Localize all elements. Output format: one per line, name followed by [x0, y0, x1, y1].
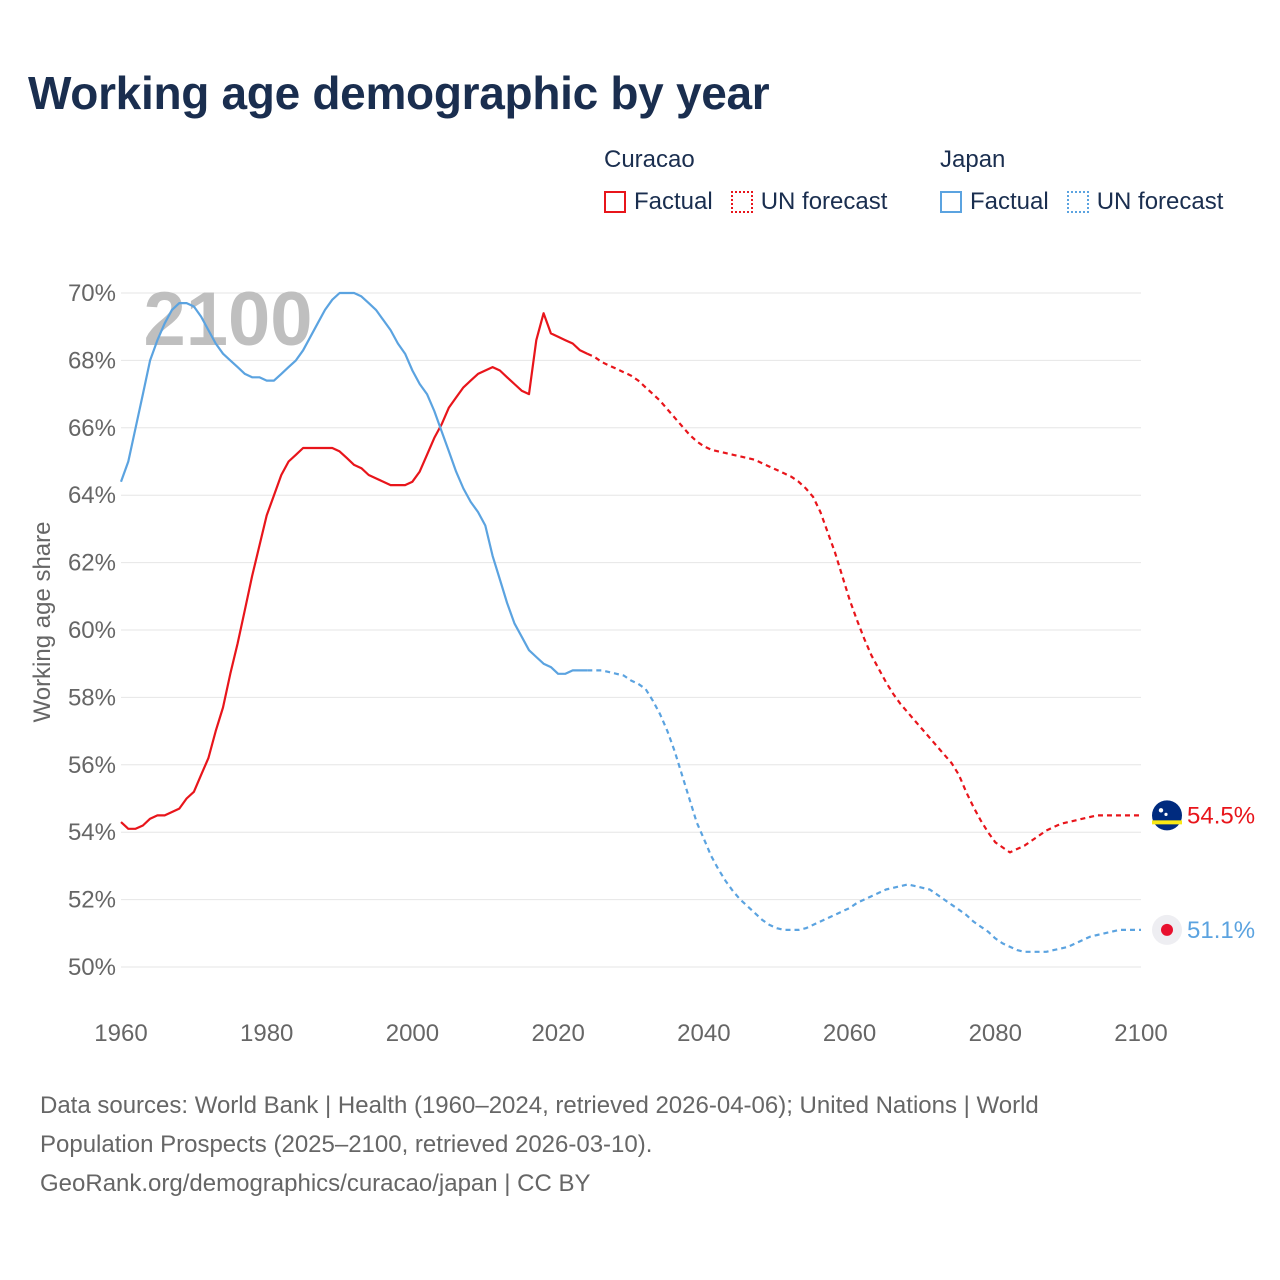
- legend-curacao-factual[interactable]: Factual: [604, 188, 713, 216]
- legend-swatch-solid-icon: [940, 191, 962, 213]
- legend-japan-label: Japan: [940, 146, 1006, 173]
- legend-swatch-solid-icon: [604, 191, 626, 213]
- legend-curacao: Curacao Factual UN forecast: [604, 146, 905, 216]
- legend-curacao-forecast-label: UN forecast: [760, 188, 888, 215]
- legend-swatch-dotted-icon: [730, 191, 753, 213]
- x-tick-label: 2080: [969, 1020, 1022, 1047]
- chart-title: Working age demographic by year: [28, 67, 770, 119]
- x-tick-label: 2100: [1114, 1020, 1167, 1047]
- footer-sources-line1: Data sources: World Bank | Health (1960–…: [40, 1092, 1039, 1119]
- footer-attribution[interactable]: GeoRank.org/demographics/curacao/japan |…: [40, 1170, 591, 1197]
- y-tick-label: 64%: [68, 482, 116, 509]
- footer-sources-line2: Population Prospects (2025–2100, retriev…: [40, 1131, 653, 1158]
- y-axis-ticks: 50% 52% 54% 56% 58% 60% 62% 64% 66% 68% 70%: [68, 280, 116, 981]
- y-tick-label: 54%: [68, 819, 116, 846]
- y-tick-label: 68%: [68, 347, 116, 374]
- japan-flag-icon: [1152, 914, 1182, 945]
- legend-curacao-forecast[interactable]: UN forecast: [730, 188, 888, 216]
- japan-forecast-line[interactable]: [587, 669, 1141, 953]
- x-tick-label: 2000: [386, 1020, 439, 1047]
- legend-japan-forecast[interactable]: UN forecast: [1066, 188, 1224, 216]
- curacao-flag-icon: [1152, 800, 1182, 831]
- year-watermark: 2100: [143, 277, 312, 362]
- legend-japan: Japan Factual UN forecast: [940, 146, 1223, 216]
- y-tick-label: 56%: [68, 752, 116, 779]
- legend-japan-factual[interactable]: Factual: [940, 188, 1049, 216]
- legend-japan-factual-label: Factual: [970, 188, 1049, 215]
- y-tick-label: 66%: [68, 415, 116, 442]
- series-lines: [119, 291, 1141, 953]
- footer: Data sources: World Bank | Health (1960–…: [40, 1086, 1200, 1203]
- legend-curacao-factual-label: Factual: [634, 188, 713, 215]
- curacao-factual-line[interactable]: [120, 312, 588, 830]
- curacao-forecast-line[interactable]: [586, 352, 1141, 854]
- japan-end-value-label: 51.1%: [1187, 917, 1255, 944]
- legend-swatch-dotted-icon: [1066, 191, 1089, 213]
- x-axis-ticks: 1960 1980 2000 2020 2040 2060 2080 2100: [94, 1020, 1167, 1047]
- line-chart: 2100 50% 52% 54% 56% 58% 60% 62% 64% 66% 68% 70% 1…: [29, 277, 1255, 1047]
- legend-japan-forecast-label: UN forecast: [1096, 188, 1224, 215]
- x-tick-label: 2020: [531, 1020, 584, 1047]
- y-tick-label: 50%: [68, 954, 116, 981]
- y-tick-label: 60%: [68, 617, 116, 644]
- x-tick-label: 1980: [240, 1020, 293, 1047]
- japan-factual-line[interactable]: [119, 291, 588, 675]
- grid-lines: [121, 292, 1141, 968]
- curacao-end-value-label: 54.5%: [1187, 802, 1255, 829]
- legend-curacao-label: Curacao: [604, 146, 695, 173]
- series-end-markers: 54.5% 51.1%: [1152, 800, 1255, 945]
- y-tick-label: 52%: [68, 887, 116, 914]
- x-tick-label: 2060: [823, 1020, 876, 1047]
- y-tick-label: 58%: [68, 684, 116, 711]
- y-axis-label: Working age share: [29, 522, 56, 723]
- x-tick-label: 1960: [94, 1020, 147, 1047]
- x-tick-label: 2040: [677, 1020, 730, 1047]
- y-tick-label: 70%: [68, 280, 116, 307]
- y-tick-label: 62%: [68, 550, 116, 577]
